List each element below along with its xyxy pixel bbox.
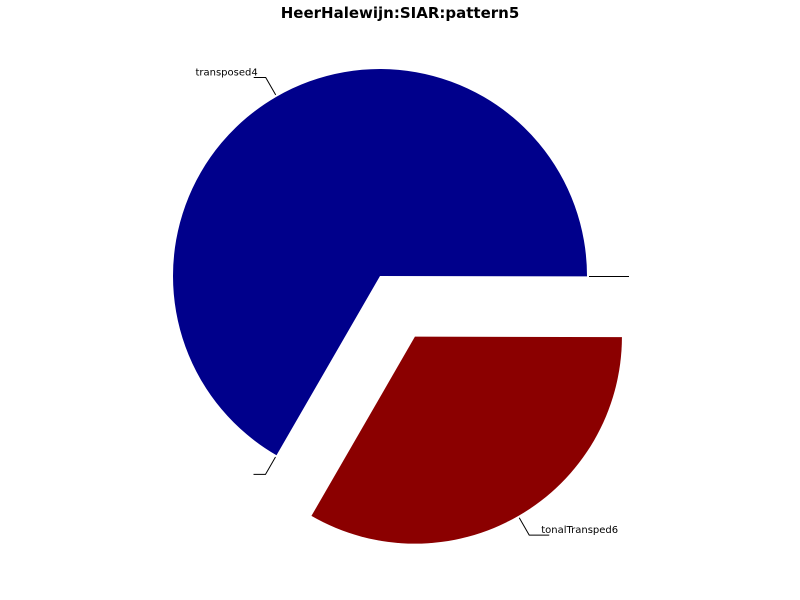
pie-slice-transposed4 xyxy=(173,69,588,456)
pie-slices xyxy=(173,69,622,544)
slice-label-tonaltransped6: tonalTransped6 xyxy=(541,525,618,536)
slice-label-transposed4: transposed4 xyxy=(195,68,257,79)
leader-line-transposed4 xyxy=(253,77,277,96)
leader-line-blank-3 xyxy=(253,456,276,475)
chart-title: HeerHalewijn:SIAR:pattern5 xyxy=(281,4,520,22)
pie-slice-tonaltransped6 xyxy=(311,336,622,544)
leader-line-tonaltransped6 xyxy=(518,517,550,536)
pie-labels: transposed4 tonalTransped6 xyxy=(195,68,629,536)
